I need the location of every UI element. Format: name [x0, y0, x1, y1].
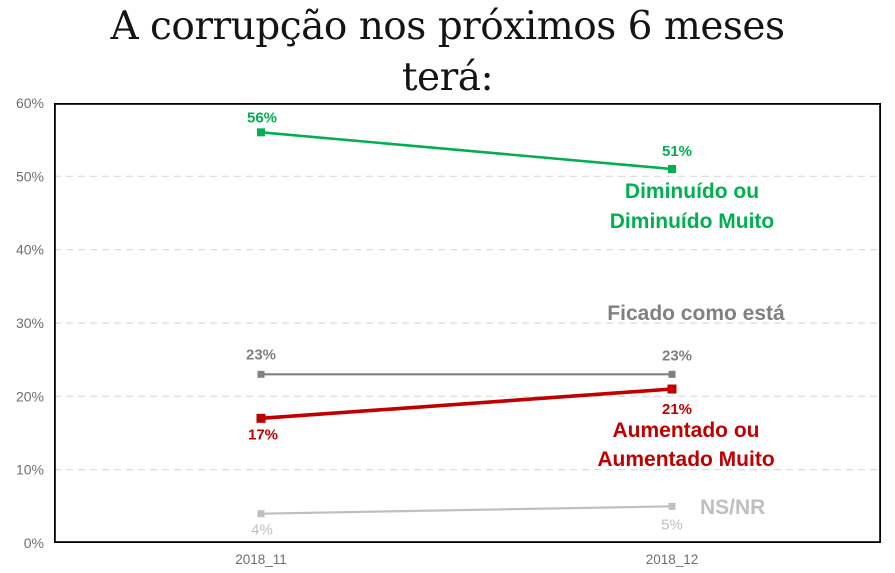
- x-tick-label: 2018_11: [235, 552, 287, 567]
- data-label: 17%: [248, 426, 278, 443]
- y-tick-label: 50%: [16, 168, 44, 184]
- data-label: 51%: [662, 143, 692, 160]
- chart-title: A corrupção nos próximos 6 meses terá:: [0, 1, 895, 103]
- series-marker: [256, 413, 266, 423]
- data-label: 23%: [246, 346, 276, 363]
- series-marker: [668, 502, 676, 510]
- series-annotation: Aumentado Muito: [597, 448, 774, 471]
- data-label: 23%: [662, 347, 692, 364]
- y-tick-label: 60%: [16, 95, 44, 111]
- plot-border: [54, 103, 882, 544]
- y-tick-label: 40%: [16, 242, 44, 258]
- series-line-3: [260, 505, 673, 515]
- series-marker: [257, 128, 265, 137]
- series-marker: [667, 384, 677, 394]
- y-tick-label: 10%: [16, 462, 44, 478]
- series-marker: [257, 370, 265, 378]
- y-tick-label: 20%: [16, 388, 44, 404]
- data-label: 56%: [247, 109, 277, 126]
- series-marker: [668, 370, 676, 378]
- data-label: 21%: [662, 401, 692, 418]
- series-annotation: Diminuído Muito: [610, 210, 774, 233]
- data-label: 5%: [661, 516, 683, 533]
- series-marker: [257, 510, 265, 518]
- chart-title-line-1: A corrupção nos próximos 6 meses: [110, 4, 785, 49]
- series-line-2: [260, 387, 673, 421]
- series-annotation: Aumentado ou: [613, 419, 760, 442]
- series-annotation: Ficado como está: [607, 302, 785, 325]
- y-tick-label: 0%: [24, 535, 44, 551]
- series-annotation: NS/NR: [700, 496, 765, 519]
- series-annotation: Diminuído ou: [625, 180, 759, 203]
- chart-title-line-2: terá:: [401, 55, 494, 100]
- y-tick-label: 30%: [16, 315, 44, 331]
- series-line-0: [260, 131, 673, 171]
- x-tick-label: 2018_12: [646, 552, 699, 567]
- series-marker: [668, 165, 676, 173]
- data-label: 4%: [251, 522, 273, 539]
